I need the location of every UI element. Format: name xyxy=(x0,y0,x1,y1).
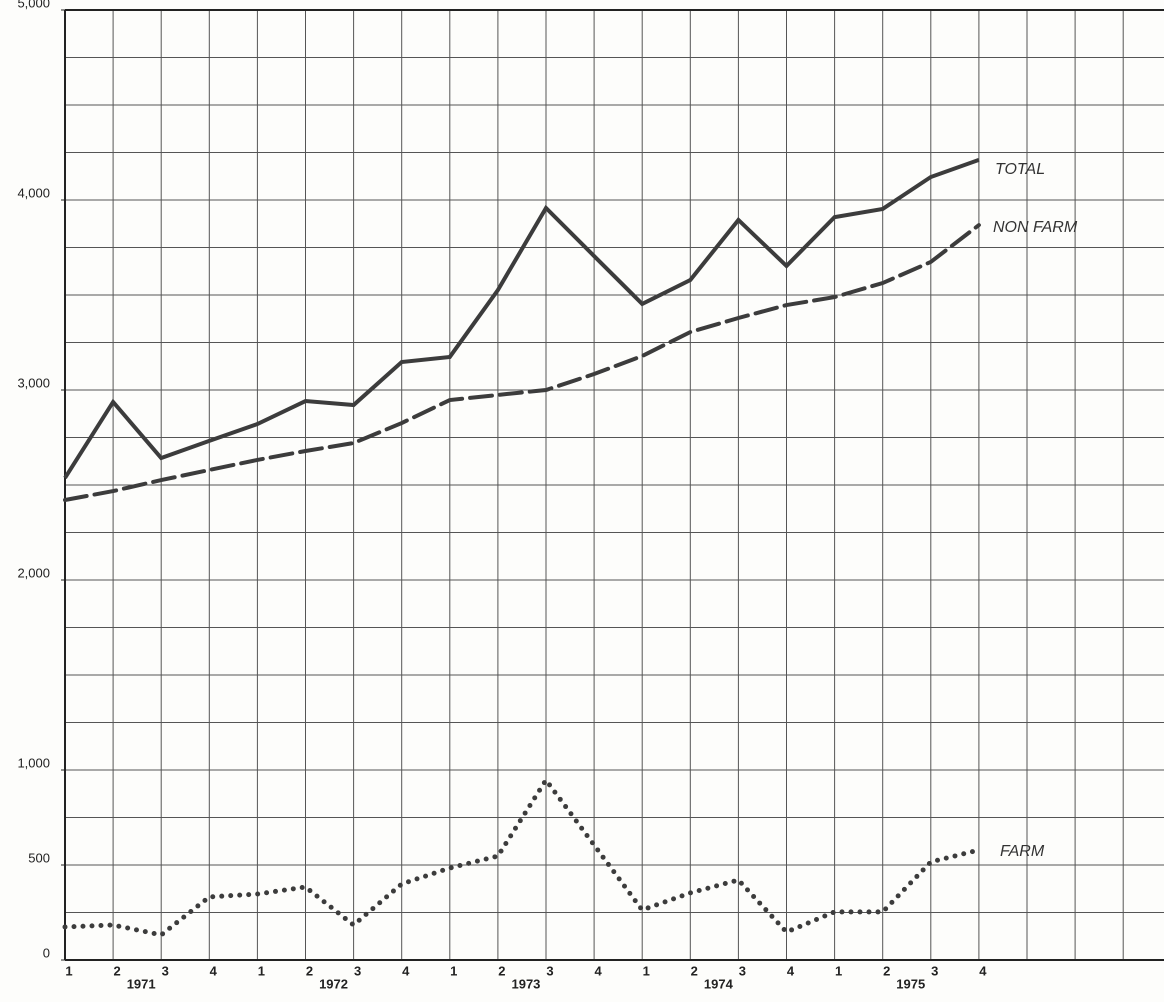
x-tick-label: 4 xyxy=(979,963,987,978)
y-tick-label: 3,000 xyxy=(17,375,50,390)
x-tick-label: 4 xyxy=(402,963,410,978)
x-group-label: 1975 xyxy=(896,976,925,991)
y-tick-label: 500 xyxy=(28,850,50,865)
x-group-label: 1971 xyxy=(127,976,156,991)
x-tick-label: 1 xyxy=(65,963,72,978)
x-tick-label: 3 xyxy=(739,963,746,978)
x-tick-label: 2 xyxy=(883,963,890,978)
x-tick-label: 2 xyxy=(691,963,698,978)
series-line xyxy=(63,158,980,480)
x-tick-label: 1 xyxy=(450,963,457,978)
series-line xyxy=(62,775,982,938)
x-tick-label: 4 xyxy=(594,963,602,978)
y-tick-label: 2,000 xyxy=(17,565,50,580)
x-tick-label: 4 xyxy=(787,963,795,978)
x-group-label: 1972 xyxy=(319,976,348,991)
series-label: FARM xyxy=(1000,843,1045,860)
y-tick-label: 0 xyxy=(43,945,50,960)
x-tick-label: 1 xyxy=(643,963,650,978)
y-tick-label: 4,000 xyxy=(17,185,50,200)
x-tick-label: 1 xyxy=(258,963,265,978)
y-tick-label: 5,000 xyxy=(17,0,50,10)
x-tick-label: 3 xyxy=(931,963,938,978)
series-line xyxy=(63,223,981,503)
x-group-label: 1974 xyxy=(704,976,734,991)
x-group-label: 1973 xyxy=(511,976,540,991)
series-label: NON FARM xyxy=(993,219,1078,236)
x-tick-label: 3 xyxy=(162,963,169,978)
x-tick-label: 4 xyxy=(210,963,218,978)
y-tick-label: 1,000 xyxy=(17,755,50,770)
series-label: TOTAL xyxy=(995,161,1045,178)
x-tick-label: 2 xyxy=(113,963,120,978)
x-tick-label: 1 xyxy=(835,963,842,978)
x-tick-label: 3 xyxy=(354,963,361,978)
x-tick-label: 3 xyxy=(546,963,553,978)
x-tick-label: 2 xyxy=(498,963,505,978)
x-tick-label: 2 xyxy=(306,963,313,978)
